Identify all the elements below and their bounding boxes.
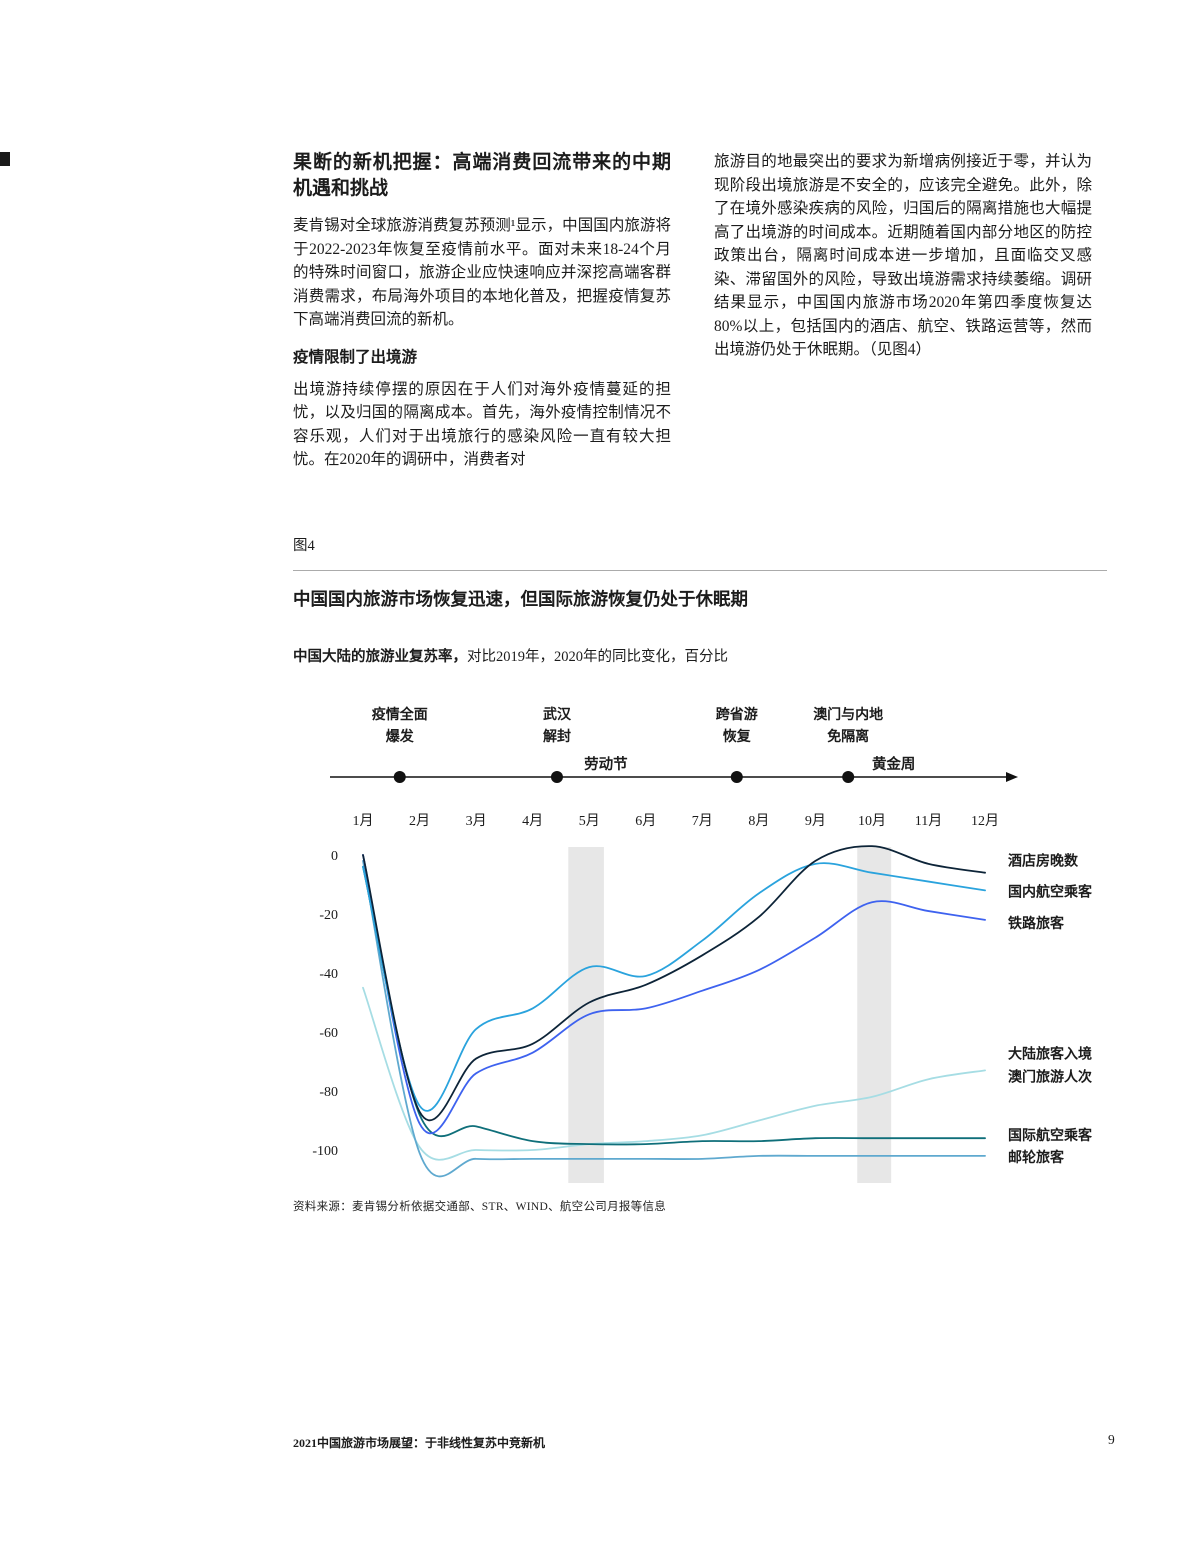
figure-subtitle-rest: 对比2019年，2020年的同比变化，百分比 — [467, 649, 728, 665]
sub-heading: 疫情限制了出境游 — [293, 349, 418, 367]
x-axis-month: 7月 — [692, 813, 713, 829]
y-axis-tick: -100 — [312, 1144, 338, 1159]
event-label-cross-province-travel-resume: 恢复 — [723, 728, 752, 745]
figure-title: 中国国内旅游市场恢复迅速，但国际旅游恢复仍处于休眠期 — [293, 589, 748, 609]
x-axis-month: 8月 — [748, 813, 769, 829]
x-axis-month: 12月 — [971, 813, 999, 829]
event-label-golden-week: 黄金周 — [872, 755, 916, 773]
paragraph-2: 出境游持续停摆的原因在于人们对海外疫情蔓延的担忧，以及归国的隔离成本。首先，海外… — [293, 380, 671, 469]
x-axis-month: 11月 — [915, 813, 942, 829]
report-title: 2021中国旅游市场展望：于非线性复苏中竞新机 — [293, 1436, 546, 1450]
x-axis-month: 9月 — [805, 813, 826, 829]
section-heading: 果断的新机把握：高端消费回流带来的中期机遇和挑战 — [293, 152, 671, 199]
event-label-cross-province-travel-resume: 跨省游 — [716, 706, 758, 723]
x-axis-month: 10月 — [858, 813, 886, 829]
series-line-mainland-visitors-to-macau — [362, 986, 986, 1161]
event-label-outbreak: 爆发 — [386, 728, 415, 745]
series-label-domestic-air-passengers: 国内航空乘客 — [1008, 883, 1093, 900]
x-axis-month: 5月 — [579, 813, 600, 829]
left-text-column: 果断的新机把握：高端消费回流带来的中期机遇和挑战 麦肯锡对全球旅游消费复苏预测¹… — [293, 150, 671, 482]
event-label-wuhan-reopen: 解封 — [543, 728, 571, 745]
x-axis-month: 4月 — [522, 813, 543, 829]
series-line-domestic-air-passengers — [362, 862, 986, 1112]
figure-subtitle-lead: 中国大陆的旅游业复苏率， — [293, 649, 467, 665]
page-number: 9 — [1108, 1432, 1115, 1447]
series-label-mainland-visitors-to-macau: 澳门旅游人次 — [1008, 1068, 1092, 1085]
figure-label: 图4 — [293, 538, 315, 554]
x-axis-month: 2月 — [409, 813, 430, 829]
x-axis-month: 6月 — [635, 813, 656, 829]
left-margin-mark — [0, 152, 10, 166]
recovery-line-chart: 0 -20 -40 -60 -80 -100 1月 2月 3月 4月 5月 6月 7月 8月 9月 10月 11… — [312, 706, 1093, 1183]
paragraph-3: 旅游目的地最突出的要求为新增病例接近于零，并认为现阶段出境旅游是不安全的，应该完… — [714, 153, 1092, 359]
figure-subtitle: 中国大陆的旅游业复苏率，对比2019年，2020年的同比变化，百分比 — [293, 645, 1123, 666]
series-label-international-air-passengers: 国际航空乘客 — [1008, 1127, 1093, 1144]
y-axis-tick: 0 — [331, 849, 338, 864]
paragraph-1: 麦肯锡对全球旅游消费复苏预测¹显示，中国国内旅游将于2022-2023年恢复至疫… — [293, 217, 671, 329]
timeline-arrowhead-icon — [1006, 772, 1018, 782]
figure-source: 资料来源：麦肯锡分析依据交通部、STR、WIND、航空公司月报等信息 — [293, 1201, 667, 1213]
series-line-hotel-room-nights — [362, 845, 986, 1122]
event-label-outbreak: 疫情全面 — [372, 706, 428, 723]
series-line-international-air-passengers — [362, 865, 986, 1146]
series-label-hotel-room-nights: 酒店房晚数 — [1008, 853, 1079, 870]
series-label-mainland-visitors-to-macau: 大陆旅客入境 — [1008, 1045, 1092, 1062]
y-axis-tick: -80 — [319, 1085, 338, 1100]
band-golden-week-holiday — [857, 847, 892, 1183]
y-axis-tick: -20 — [319, 908, 338, 923]
right-text-column: 旅游目的地最突出的要求为新增病例接近于零，并认为现阶段出境旅游是不安全的，应该完… — [714, 150, 1092, 372]
figure-divider — [293, 570, 1107, 571]
event-dot-macau-mainland-quarantine-free — [842, 771, 855, 783]
event-dot-wuhan-reopen — [550, 771, 563, 783]
event-label-macau-mainland-quarantine-free: 免隔离 — [827, 728, 869, 745]
event-dot-cross-province-travel-resume — [730, 771, 743, 783]
series-line-cruise-passengers — [362, 860, 986, 1178]
y-axis-tick: -60 — [319, 1026, 338, 1041]
x-axis-month: 3月 — [466, 813, 487, 829]
series-line-rail-passengers — [362, 854, 986, 1135]
event-label-labor-day: 劳动节 — [584, 755, 628, 773]
event-label-wuhan-reopen: 武汉 — [543, 706, 572, 723]
event-label-macau-mainland-quarantine-free: 澳门与内地 — [813, 706, 883, 723]
x-axis-month: 1月 — [353, 813, 374, 829]
series-label-cruise-passengers: 邮轮旅客 — [1008, 1149, 1065, 1166]
series-label-rail-passengers: 铁路旅客 — [1008, 915, 1065, 932]
y-axis-tick: -40 — [319, 967, 338, 982]
event-dot-outbreak — [393, 771, 406, 783]
